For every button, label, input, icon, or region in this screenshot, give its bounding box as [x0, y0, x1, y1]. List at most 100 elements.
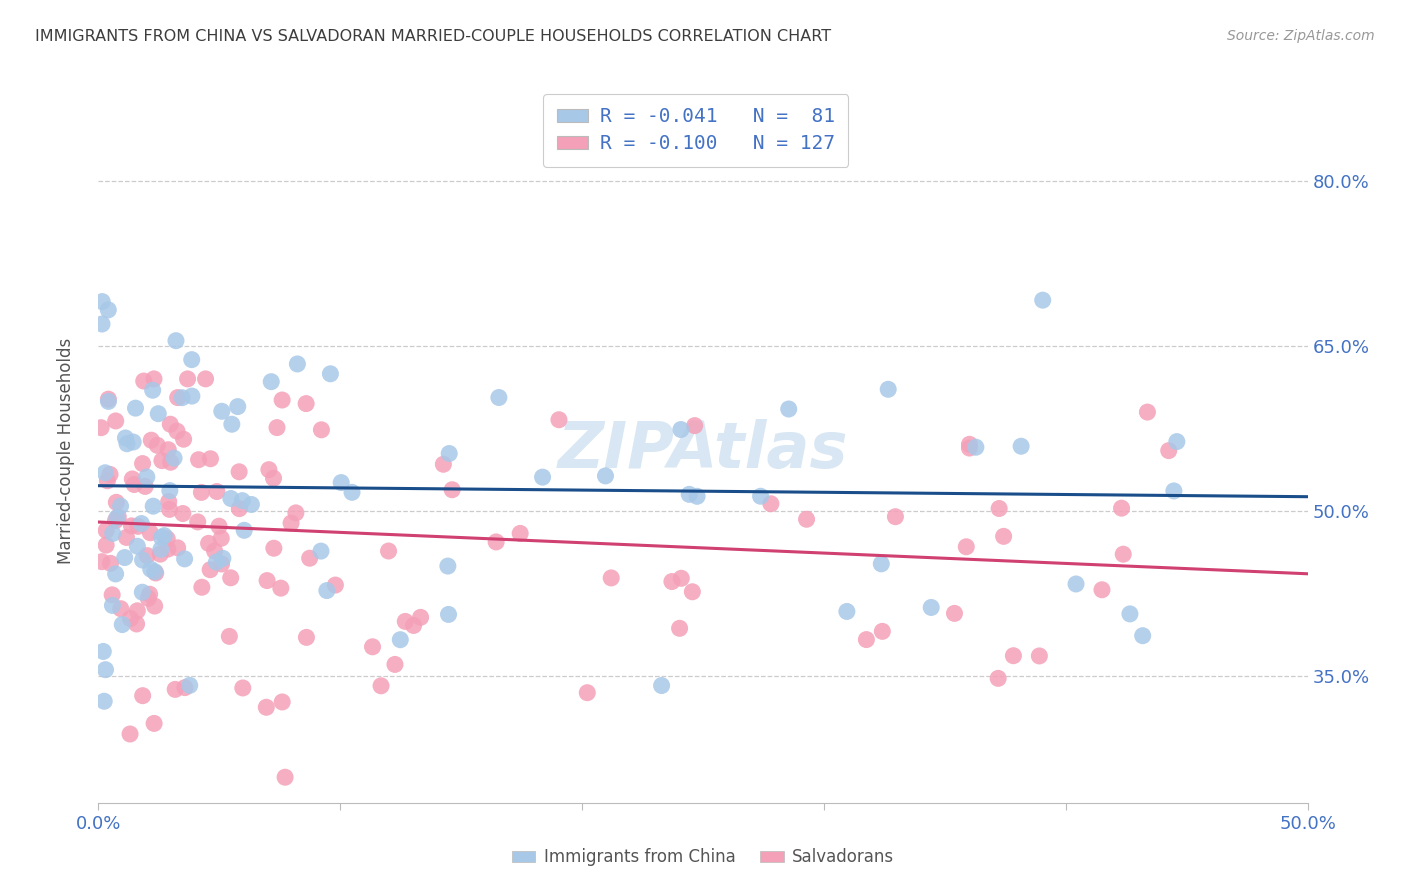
Point	[173, 432, 195, 446]
Point	[135, 470, 157, 484]
Point	[136, 549, 159, 563]
Point	[993, 529, 1015, 543]
Point	[870, 557, 893, 571]
Point	[110, 601, 132, 615]
Point	[139, 562, 162, 576]
Point	[101, 526, 124, 541]
Point	[127, 519, 149, 533]
Point	[271, 392, 294, 407]
Point	[94, 663, 117, 677]
Point	[340, 485, 363, 500]
Point	[166, 424, 188, 438]
Point	[107, 509, 129, 524]
Point	[110, 499, 132, 513]
Point	[877, 382, 900, 396]
Point	[165, 334, 187, 348]
Point	[778, 402, 800, 417]
Point	[263, 541, 285, 556]
Point	[159, 502, 181, 516]
Point	[219, 491, 242, 506]
Point	[194, 372, 217, 386]
Point	[142, 383, 165, 397]
Point	[122, 435, 145, 450]
Point	[134, 479, 156, 493]
Point	[437, 446, 460, 460]
Point	[205, 555, 228, 569]
Point	[190, 485, 212, 500]
Point	[965, 440, 987, 454]
Point	[370, 679, 392, 693]
Point	[669, 423, 692, 437]
Point	[159, 483, 181, 498]
Text: ZIPAtlas: ZIPAtlas	[558, 419, 848, 482]
Point	[115, 436, 138, 450]
Point	[1132, 629, 1154, 643]
Point	[132, 374, 155, 388]
Point	[488, 391, 510, 405]
Point	[1032, 293, 1054, 308]
Point	[330, 475, 353, 490]
Point	[121, 519, 143, 533]
Point	[143, 716, 166, 731]
Point	[855, 632, 877, 647]
Point	[219, 571, 242, 585]
Point	[389, 632, 412, 647]
Point	[180, 352, 202, 367]
Point	[176, 372, 198, 386]
Point	[796, 512, 818, 526]
Point	[600, 571, 623, 585]
Point	[156, 542, 179, 557]
Point	[90, 420, 112, 434]
Point	[1028, 648, 1050, 663]
Point	[284, 506, 307, 520]
Point	[1112, 547, 1135, 561]
Point	[97, 392, 120, 406]
Point	[209, 531, 232, 545]
Point	[678, 487, 700, 501]
Point	[548, 413, 571, 427]
Point	[208, 519, 231, 533]
Point	[263, 471, 285, 485]
Text: Source: ZipAtlas.com: Source: ZipAtlas.com	[1227, 29, 1375, 43]
Point	[163, 451, 186, 466]
Point	[987, 671, 1010, 685]
Point	[325, 578, 347, 592]
Point	[943, 607, 966, 621]
Point	[125, 617, 148, 632]
Point	[142, 499, 165, 513]
Point	[104, 514, 127, 528]
Point	[1163, 483, 1185, 498]
Point	[1010, 439, 1032, 453]
Point	[159, 417, 181, 432]
Point	[257, 463, 280, 477]
Point	[131, 457, 153, 471]
Point	[143, 372, 166, 386]
Point	[166, 541, 188, 555]
Point	[256, 574, 278, 588]
Point	[148, 407, 170, 421]
Point	[759, 497, 782, 511]
Point	[1119, 607, 1142, 621]
Point	[131, 689, 153, 703]
Point	[179, 678, 201, 692]
Point	[146, 438, 169, 452]
Point	[127, 604, 149, 618]
Point	[884, 509, 907, 524]
Point	[298, 551, 321, 566]
Point	[402, 618, 425, 632]
Point	[139, 525, 162, 540]
Point	[432, 457, 454, 471]
Point	[211, 557, 233, 571]
Point	[384, 657, 406, 672]
Point	[749, 489, 772, 503]
Point	[1091, 582, 1114, 597]
Point	[96, 474, 118, 488]
Point	[232, 681, 254, 695]
Point	[683, 418, 706, 433]
Point	[270, 581, 292, 595]
Legend: R = -0.041   N =  81, R = -0.100   N = 127: R = -0.041 N = 81, R = -0.100 N = 127	[544, 94, 848, 167]
Point	[315, 583, 337, 598]
Point	[509, 526, 531, 541]
Point	[105, 495, 128, 509]
Point	[118, 727, 141, 741]
